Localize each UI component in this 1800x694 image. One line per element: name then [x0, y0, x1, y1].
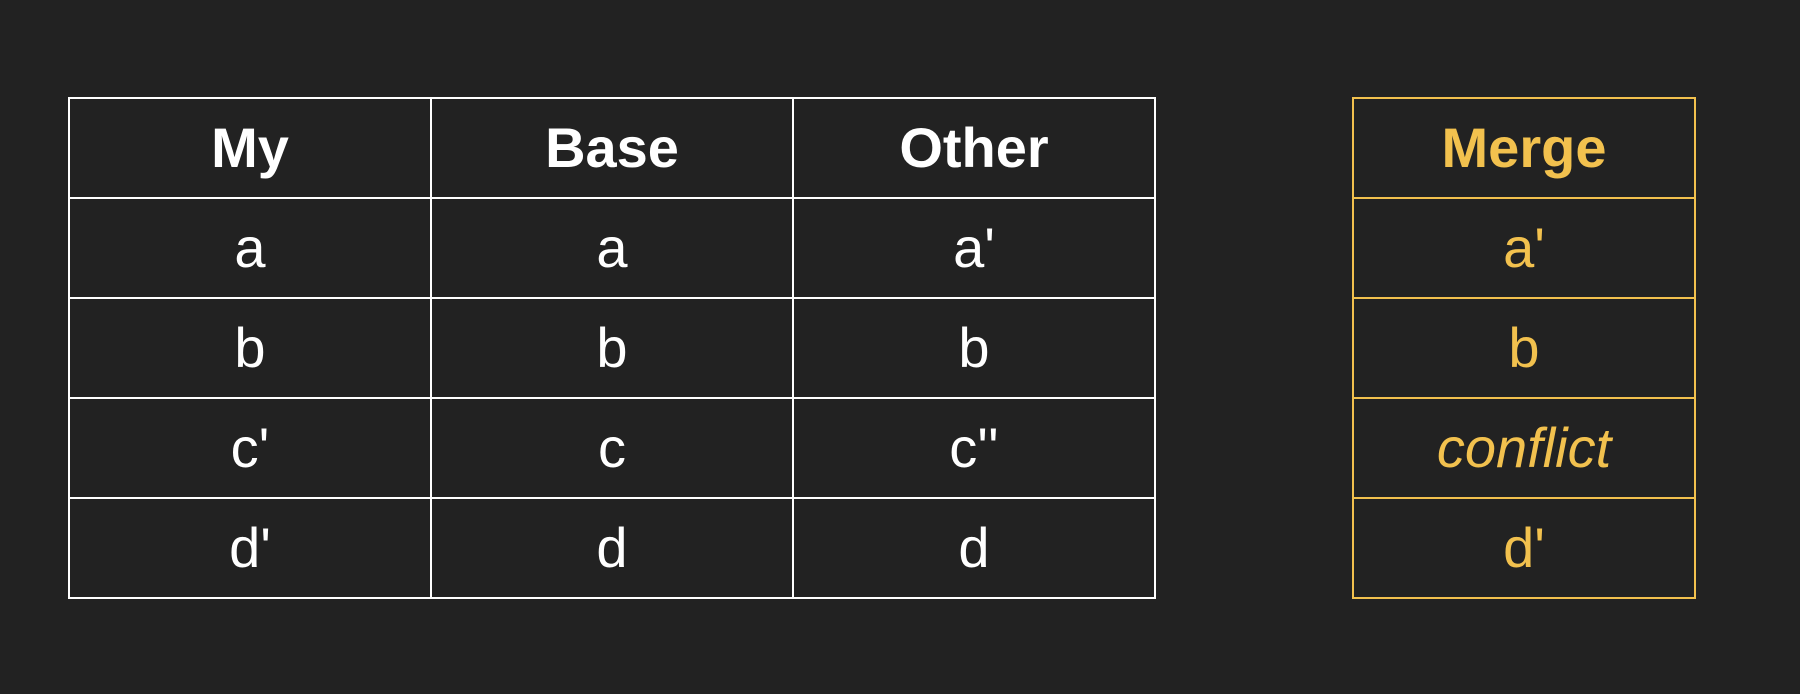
header-merge: Merge — [1352, 97, 1696, 199]
three-way-header-row: My Base Other — [68, 97, 1156, 199]
merge-cell: b — [1352, 297, 1696, 399]
table-row: a' — [1352, 197, 1696, 299]
cell-my: b — [68, 297, 432, 399]
table-row: d' d d — [68, 497, 1156, 599]
cell-other: a' — [792, 197, 1156, 299]
header-other: Other — [792, 97, 1156, 199]
table-row: a a a' — [68, 197, 1156, 299]
cell-my: a — [68, 197, 432, 299]
table-row: d' — [1352, 497, 1696, 599]
merge-cell: a' — [1352, 197, 1696, 299]
cell-my: c' — [68, 397, 432, 499]
cell-other: c'' — [792, 397, 1156, 499]
table-row: b b b — [68, 297, 1156, 399]
table-row: c' c c'' — [68, 397, 1156, 499]
cell-base: a — [430, 197, 794, 299]
table-row: conflict — [1352, 397, 1696, 499]
merge-cell: d' — [1352, 497, 1696, 599]
merge-cell-conflict: conflict — [1352, 397, 1696, 499]
merge-table: Merge a' b conflict d' — [1352, 97, 1696, 599]
cell-base: b — [430, 297, 794, 399]
header-my: My — [68, 97, 432, 199]
header-base: Base — [430, 97, 794, 199]
three-way-table: My Base Other a a a' b b b c' c c'' d' d… — [68, 97, 1156, 599]
merge-header-row: Merge — [1352, 97, 1696, 199]
cell-base: d — [430, 497, 794, 599]
cell-my: d' — [68, 497, 432, 599]
cell-other: d — [792, 497, 1156, 599]
cell-base: c — [430, 397, 794, 499]
cell-other: b — [792, 297, 1156, 399]
table-row: b — [1352, 297, 1696, 399]
